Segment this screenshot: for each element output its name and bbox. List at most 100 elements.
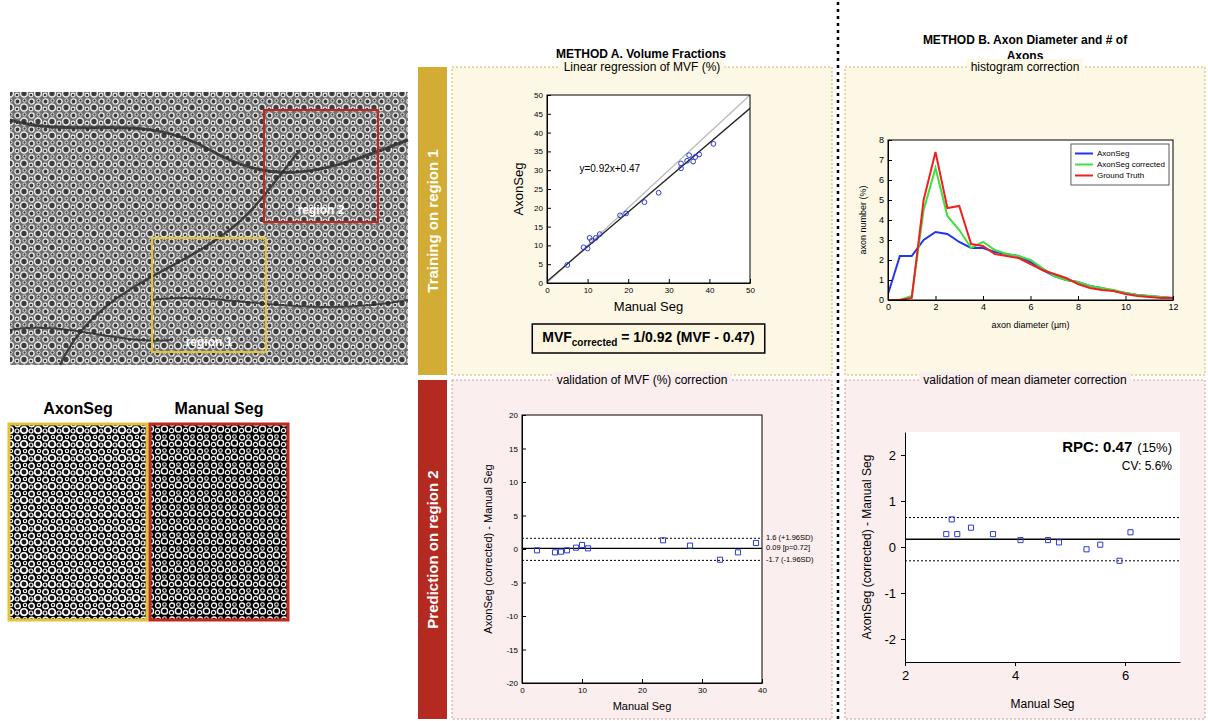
tick: 40 bbox=[534, 129, 551, 138]
images: region 1region 2AxonSegManual Seg bbox=[9, 92, 408, 620]
tick: 4 bbox=[879, 215, 892, 225]
tick-mark bbox=[888, 180, 892, 181]
panel-title: validation of mean diameter correction bbox=[919, 372, 1130, 388]
tick: 45 bbox=[534, 110, 551, 119]
marks bbox=[522, 538, 762, 563]
tick-label: -5 bbox=[511, 579, 519, 588]
tick-label: -20 bbox=[506, 679, 518, 688]
tick-mark bbox=[547, 170, 551, 171]
identity-line bbox=[547, 95, 750, 283]
panel-title: Linear regression of MVF (%) bbox=[560, 59, 725, 75]
panel-title: histogram correction bbox=[967, 59, 1084, 75]
tick-label: 40 bbox=[758, 686, 767, 695]
panel bbox=[845, 380, 1205, 719]
panel bbox=[845, 67, 1205, 375]
plot-area bbox=[547, 95, 750, 283]
tick: 2 bbox=[879, 255, 892, 265]
tick-label: 10 bbox=[1121, 302, 1131, 312]
tick-label: 45 bbox=[534, 110, 543, 119]
tissue-vessel bbox=[150, 298, 408, 307]
tick: 6 bbox=[1122, 662, 1129, 683]
panel-title-bg bbox=[553, 372, 732, 388]
tissue-vessel bbox=[10, 120, 408, 172]
annotation-part: (15%) bbox=[1137, 440, 1172, 455]
tick-label: 0 bbox=[886, 302, 891, 312]
point bbox=[944, 532, 949, 537]
point bbox=[949, 517, 954, 522]
plot-area bbox=[888, 140, 1173, 300]
axis-line bbox=[905, 433, 906, 663]
tick-label: 1 bbox=[879, 275, 884, 285]
tick: 30 bbox=[665, 279, 674, 295]
legend-swatch bbox=[1075, 164, 1093, 166]
tick: -5 bbox=[511, 579, 526, 588]
tick-label: 5 bbox=[879, 195, 884, 205]
tick-mark bbox=[522, 516, 526, 517]
tick: 40 bbox=[705, 279, 714, 295]
tick-label: 40 bbox=[534, 129, 543, 138]
reference-line bbox=[905, 517, 1180, 518]
tick-label: 6 bbox=[1122, 668, 1129, 683]
tick-mark bbox=[702, 679, 703, 683]
annotation: y=0.92x+0.47 bbox=[579, 163, 640, 174]
panel-title-bg bbox=[919, 372, 1130, 388]
tick-label: 15 bbox=[534, 223, 543, 232]
tick-mark bbox=[642, 679, 643, 683]
region-label: region 1 bbox=[186, 335, 233, 349]
marks bbox=[547, 95, 750, 283]
tick: 1 bbox=[889, 494, 905, 509]
chart-scatter: 246-2-1012Manual SegAxonSeg (corrected) … bbox=[860, 432, 1181, 711]
tick-mark bbox=[547, 189, 551, 190]
y-axis-title: AxonSeg bbox=[511, 163, 526, 216]
point bbox=[585, 246, 590, 251]
reference-line bbox=[522, 538, 762, 539]
tick-mark bbox=[547, 264, 551, 265]
formula-part: = 1/0.92 (MVF - 0.47) bbox=[617, 329, 754, 345]
figure: region 1region 2AxonSegManual SegMETHOD … bbox=[0, 0, 1208, 721]
plot-area bbox=[522, 415, 762, 683]
point bbox=[552, 550, 557, 555]
point bbox=[564, 548, 569, 553]
marks bbox=[905, 517, 1180, 563]
fit-line bbox=[547, 108, 750, 281]
point bbox=[1098, 542, 1103, 547]
point bbox=[618, 213, 623, 218]
axis-line bbox=[906, 662, 1181, 663]
tick: 40 bbox=[758, 679, 767, 695]
row-banner bbox=[418, 380, 447, 719]
tick-label: 35 bbox=[534, 147, 543, 156]
point bbox=[642, 200, 647, 205]
separator bbox=[837, 2, 840, 719]
point bbox=[579, 542, 584, 547]
tick-label: 10 bbox=[584, 286, 593, 295]
tick-label: 0 bbox=[879, 295, 884, 305]
formula-box bbox=[532, 324, 764, 353]
point bbox=[753, 540, 758, 545]
tick-label: 30 bbox=[698, 686, 707, 695]
legend-label: Ground Truth bbox=[1097, 171, 1144, 180]
tick-label: 15 bbox=[509, 445, 518, 454]
x-axis: 024681012 bbox=[886, 296, 1179, 312]
plot-area bbox=[905, 432, 1180, 662]
tick: 4 bbox=[1012, 662, 1019, 683]
tick-label: 10 bbox=[534, 241, 543, 250]
legend-label: AxonSeg bbox=[1097, 149, 1129, 158]
tick: 1 bbox=[879, 275, 892, 285]
tick: 10 bbox=[509, 478, 526, 487]
tick: 8 bbox=[1076, 296, 1081, 312]
point bbox=[1018, 538, 1023, 543]
tick: 6 bbox=[879, 175, 892, 185]
x-axis: 01020304050 bbox=[545, 279, 755, 295]
point bbox=[1084, 547, 1089, 552]
x-axis-title: Manual Seg bbox=[614, 299, 683, 314]
tick: 5 bbox=[879, 195, 892, 205]
legend-swatch bbox=[1075, 175, 1093, 177]
tick: 30 bbox=[698, 679, 707, 695]
point bbox=[685, 158, 690, 163]
tick-mark bbox=[901, 455, 905, 456]
formula: MVFcorrected = 1/0.92 (MVF - 0.47) bbox=[532, 324, 764, 353]
tick-mark bbox=[709, 279, 710, 283]
tick: 35 bbox=[534, 147, 551, 156]
panel-title-text: Linear regression of MVF (%) bbox=[564, 60, 721, 74]
tick: 6 bbox=[1028, 296, 1033, 312]
